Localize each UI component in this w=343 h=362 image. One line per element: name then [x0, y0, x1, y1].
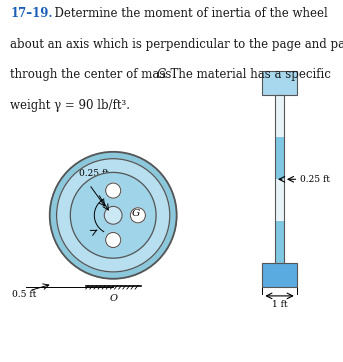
Text: O: O	[109, 294, 117, 303]
Bar	[262, 263, 297, 287]
Text: weight γ = 90 lb/ft³.: weight γ = 90 lb/ft³.	[10, 99, 130, 112]
Circle shape	[130, 208, 145, 223]
Text: G: G	[132, 210, 140, 218]
Circle shape	[106, 232, 121, 248]
Bar	[275, 221, 284, 263]
Circle shape	[104, 206, 122, 224]
Bar	[275, 95, 284, 263]
Bar	[275, 137, 284, 179]
Text: 0.25 ft: 0.25 ft	[79, 169, 109, 178]
Bar	[275, 95, 284, 137]
Circle shape	[70, 172, 156, 258]
Circle shape	[106, 183, 121, 198]
Circle shape	[50, 152, 177, 279]
Text: G: G	[157, 68, 166, 81]
Text: Determine the moment of inertia of the wheel: Determine the moment of inertia of the w…	[47, 7, 328, 20]
Text: 1 ft: 1 ft	[272, 300, 287, 309]
Text: . The material has a specific: . The material has a specific	[163, 68, 331, 81]
Text: 17–19.: 17–19.	[10, 7, 53, 20]
Circle shape	[57, 159, 170, 272]
Text: 1 ft: 1 ft	[98, 181, 114, 190]
Bar	[275, 179, 284, 221]
Text: 0.25 ft: 0.25 ft	[300, 175, 330, 184]
Text: 0.5 ft: 0.5 ft	[12, 290, 36, 299]
Text: 2 ft: 2 ft	[87, 236, 103, 245]
Text: about an axis which is perpendicular to the page and passes: about an axis which is perpendicular to …	[10, 38, 343, 51]
Text: through the center of mass: through the center of mass	[10, 68, 175, 81]
Bar	[262, 71, 297, 95]
